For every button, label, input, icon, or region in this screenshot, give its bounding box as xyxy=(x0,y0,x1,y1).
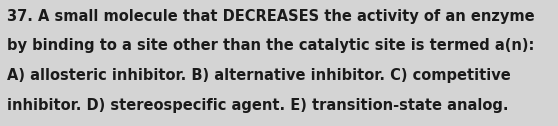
Text: inhibitor. D) stereospecific agent. E) transition-state analog.: inhibitor. D) stereospecific agent. E) t… xyxy=(7,98,509,113)
Text: by binding to a site other than the catalytic site is termed a(n):: by binding to a site other than the cata… xyxy=(7,38,535,53)
Text: 37. A small molecule that DECREASES the activity of an enzyme: 37. A small molecule that DECREASES the … xyxy=(7,9,535,24)
Text: A) allosteric inhibitor. B) alternative inhibitor. C) competitive: A) allosteric inhibitor. B) alternative … xyxy=(7,68,511,83)
